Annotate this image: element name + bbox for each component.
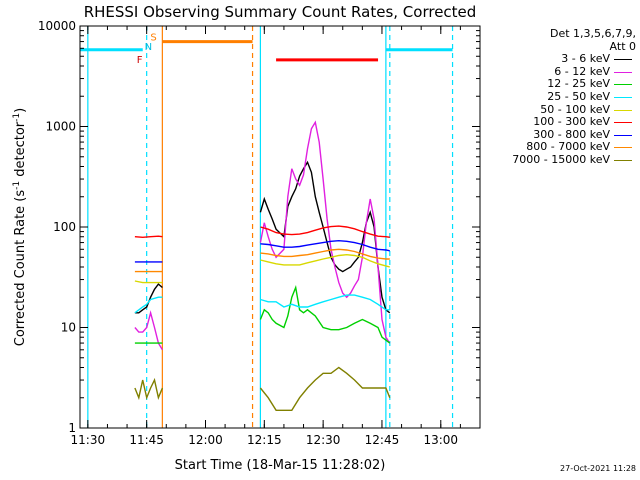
x-axis-label: Start Time (18-Mar-15 11:28:02) — [175, 458, 386, 473]
y-tick-label: 1 — [68, 421, 76, 435]
series-line — [259, 366, 391, 411]
legend-swatch — [614, 71, 632, 73]
legend-item: 25 - 50 keV — [480, 89, 636, 104]
series-line — [259, 284, 391, 344]
plot-area: SFN — [80, 26, 454, 428]
legend-header-line: Det 1,3,5,6,7,9, — [549, 27, 636, 40]
legend-swatch — [614, 122, 632, 124]
y-tick-label: 10 — [61, 321, 76, 335]
series-line — [260, 253, 390, 268]
y-axis-label-part: ) — [13, 108, 28, 113]
footer-timestamp: 27-Oct-2021 11:28 — [560, 464, 636, 473]
legend-swatch — [614, 84, 632, 86]
y-axis-label-part: detector — [13, 121, 28, 181]
legend-item: 3 - 6 keV — [480, 53, 636, 66]
legend-swatch — [614, 134, 632, 136]
series-line — [134, 235, 163, 239]
legend-label: 7000 - 15000 keV — [512, 152, 610, 166]
legend-item: 100 - 300 keV — [480, 116, 636, 129]
legend-rows: 3 - 6 keV 6 - 12 keV 12 - 25 keV 25 - 50 ke… — [480, 53, 636, 166]
series-line — [260, 248, 390, 260]
y-tick-label: 1000 — [45, 120, 76, 134]
legend-swatch — [614, 147, 632, 149]
legend-label: 50 - 100 keV — [540, 102, 610, 116]
legend-item: 6 - 12 keV — [480, 64, 636, 79]
legend-swatch — [614, 59, 632, 61]
x-tick-label: 13:00 — [423, 433, 458, 447]
legend: Det 1,3,5,6,7,9, Att 0 3 - 6 keV 6 - 12 k… — [480, 27, 636, 167]
legend-swatch — [614, 159, 632, 161]
legend-item: 800 - 7000 keV — [480, 141, 636, 154]
legend-label: 3 - 6 keV — [561, 52, 610, 66]
series-line — [134, 377, 164, 401]
y-axis-label-sup: -1 — [12, 181, 22, 190]
legend-label: 300 - 800 keV — [533, 127, 610, 141]
legend-item: 300 - 800 keV — [480, 127, 636, 142]
series-line — [134, 283, 163, 314]
legend-swatch — [614, 109, 632, 111]
x-tick-label: 12:45 — [365, 433, 400, 447]
x-tick-label: 11:30 — [71, 433, 106, 447]
legend-label: 800 - 7000 keV — [526, 140, 610, 154]
legend-label: 6 - 12 keV — [554, 64, 610, 78]
series-line — [260, 225, 390, 238]
legend-label: 12 - 25 keV — [547, 77, 610, 91]
legend-label: 25 - 50 keV — [547, 89, 610, 103]
y-tick-label: 10000 — [38, 19, 76, 33]
x-tick-label: 12:00 — [188, 433, 223, 447]
x-tick-label: 12:15 — [247, 433, 282, 447]
series-line — [134, 280, 163, 284]
legend-item: 50 - 100 keV — [480, 102, 636, 117]
x-tick-label: 12:30 — [306, 433, 341, 447]
saa-label: S — [150, 33, 156, 44]
legend-item: 12 - 25 keV — [480, 78, 636, 91]
series-line — [260, 294, 390, 311]
state-marker: F — [137, 55, 143, 66]
series-line — [259, 160, 391, 314]
y-axis-label-part: Corrected Count Rate (s — [13, 190, 28, 347]
plot-frame — [79, 25, 481, 429]
y-axis-label: Corrected Count Rate (s-1 detector-1) — [12, 108, 28, 346]
series-line — [134, 310, 164, 351]
series-line — [259, 120, 391, 344]
chart-title: RHESSI Observing Summary Count Rates, Co… — [84, 3, 477, 21]
legend-swatch — [614, 96, 632, 98]
series-line — [260, 239, 390, 252]
legend-header-line: Att 0 — [609, 39, 636, 53]
x-tick-label: 11:45 — [129, 433, 164, 447]
legend-label: 100 - 300 keV — [533, 115, 610, 129]
series-line — [134, 296, 163, 314]
y-axis-label-sup: -1 — [12, 113, 22, 122]
state-marker: N — [145, 42, 152, 53]
y-tick-label: 100 — [53, 220, 76, 234]
legend-item: 7000 - 15000 keV — [480, 152, 636, 167]
